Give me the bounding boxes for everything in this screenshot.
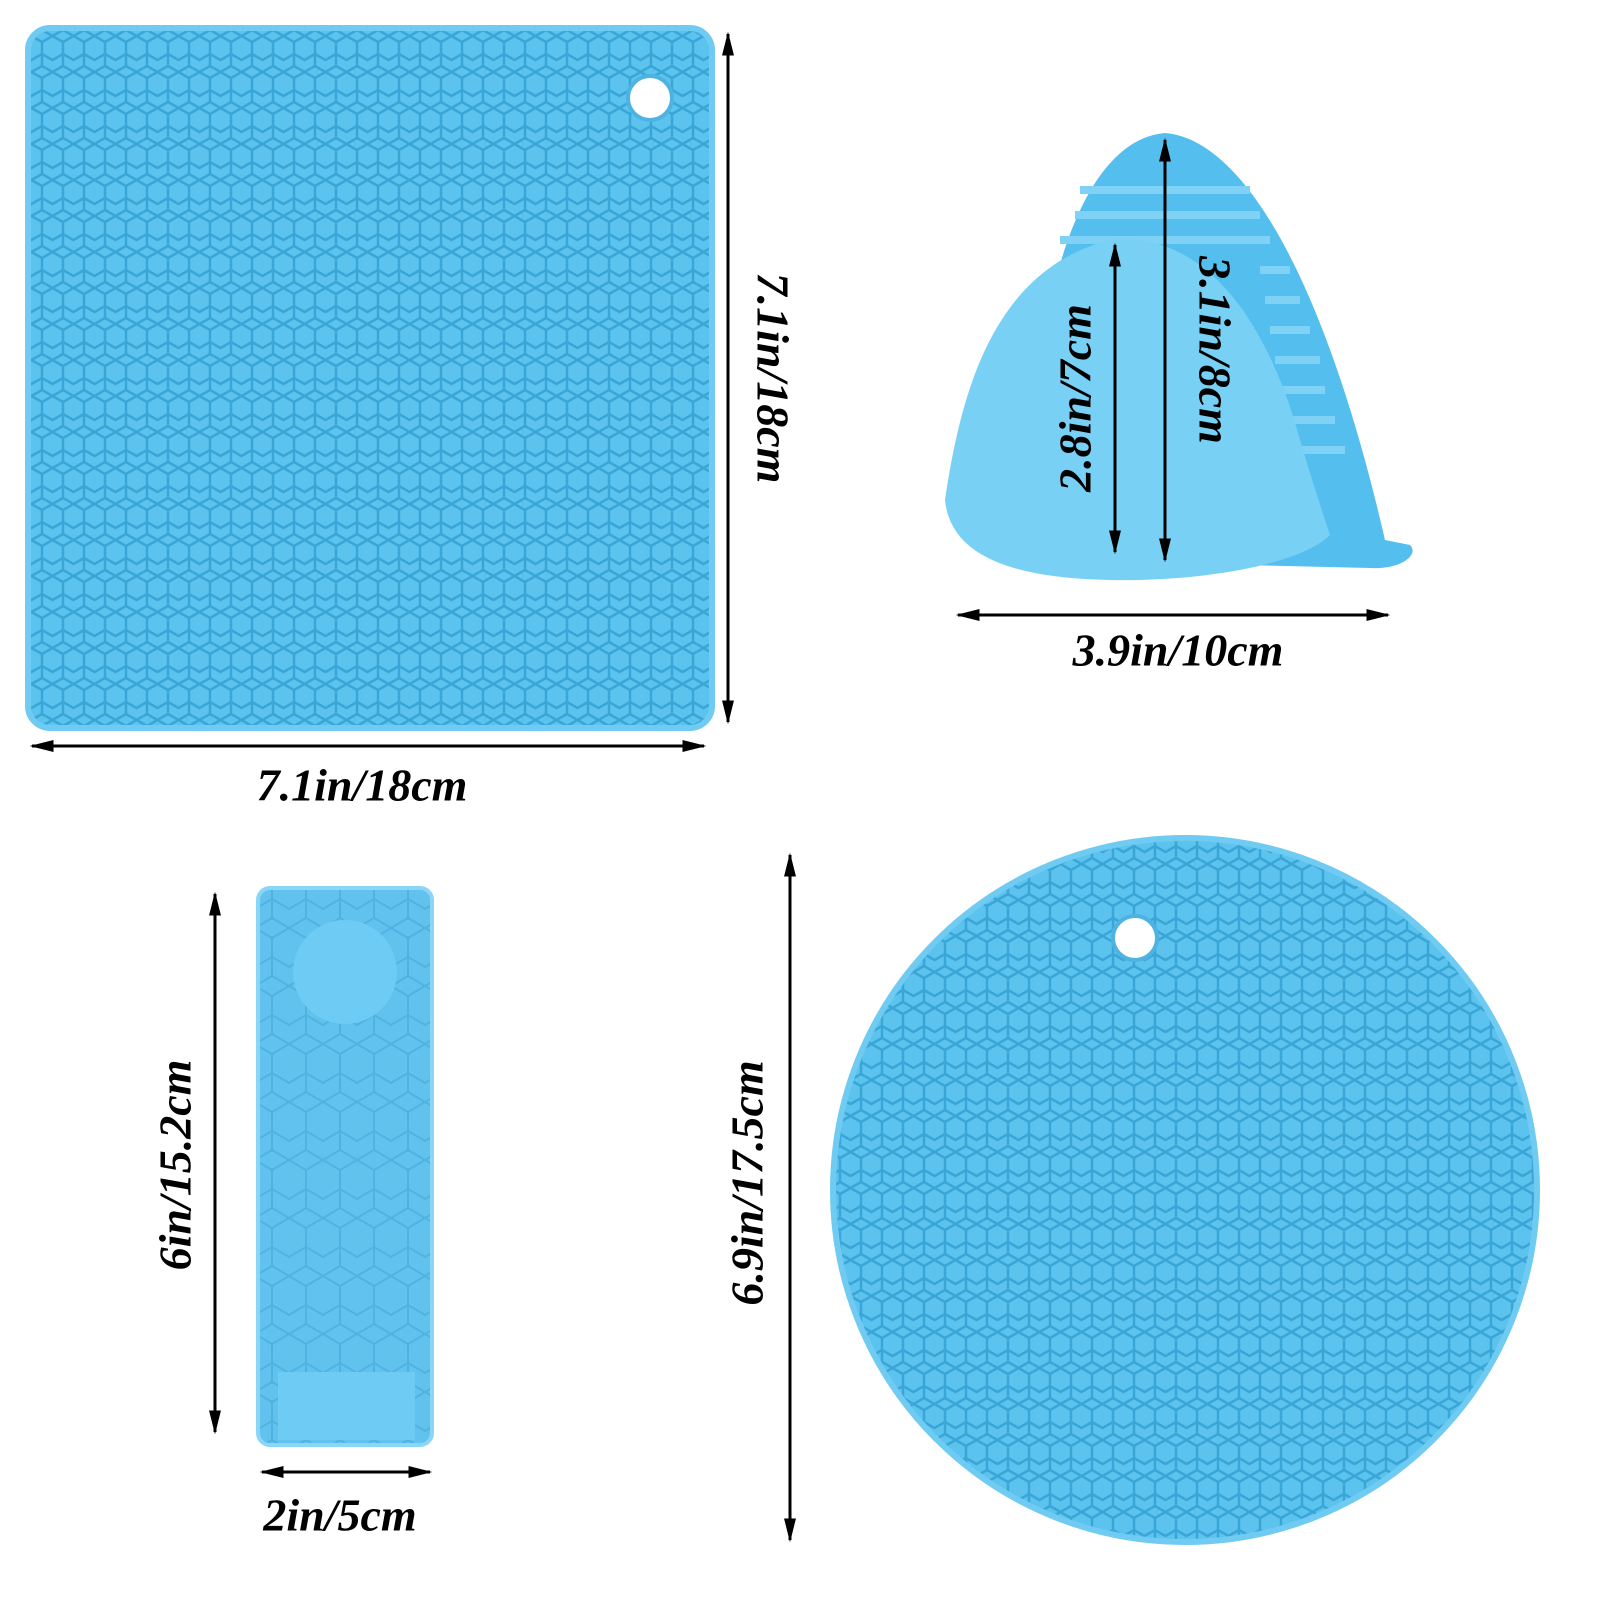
- height-label: 7.1in/18cm: [747, 273, 798, 484]
- width-label: 2in/5cm: [262, 1490, 416, 1541]
- inner-height-label: 2.8in/7cm: [1050, 304, 1101, 493]
- height-label: 6in/15.2cm: [150, 1060, 201, 1271]
- oven-mitt: 3.1in/8cm 2.8in/7cm 3.9in/10cm: [945, 133, 1413, 676]
- handle-holder: 6in/15.2cm 2in/5cm: [150, 886, 434, 1541]
- width-label: 7.1in/18cm: [257, 760, 468, 811]
- width-label: 3.9in/10cm: [1072, 625, 1284, 676]
- height-label: 3.1in/8cm: [1189, 255, 1240, 444]
- diameter-label: 6.9in/17.5cm: [722, 1060, 773, 1305]
- round-trivet: 6.9in/17.5cm: [722, 835, 1540, 1545]
- square-trivet: 7.1in/18cm 7.1in/18cm: [25, 25, 798, 811]
